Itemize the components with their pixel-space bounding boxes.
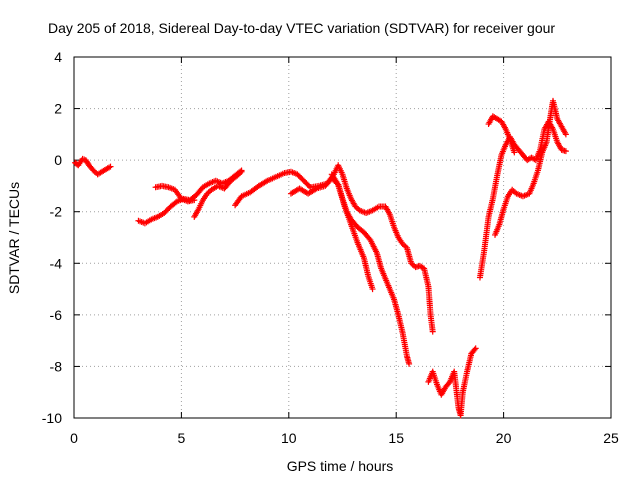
data-point (191, 197, 198, 204)
data-point (472, 345, 479, 352)
grid (74, 57, 611, 418)
y-tick-label: -8 (50, 358, 63, 374)
x-tick-label: 20 (496, 430, 512, 446)
y-tick-label: -10 (42, 410, 62, 426)
y-tick-label: 2 (54, 101, 62, 117)
x-tick-label: 10 (281, 430, 297, 446)
chart-title: Day 205 of 2018, Sidereal Day-to-day VTE… (48, 20, 555, 36)
plot-frame (73, 56, 612, 419)
y-tick-label: 4 (54, 49, 62, 65)
data-point (369, 286, 376, 293)
x-axis-label: GPS time / hours (287, 458, 394, 474)
data-point (406, 360, 413, 367)
data-point (238, 168, 245, 175)
y-tick-labels: -10 -8 -6 -4 -2 0 2 4 (42, 49, 62, 426)
data-point (429, 328, 436, 335)
x-tick-label: 25 (603, 430, 619, 446)
data-point (562, 148, 569, 155)
data-points (72, 97, 569, 419)
data-point (445, 380, 452, 387)
y-tick-label: -6 (50, 307, 63, 323)
x-tick-label: 5 (178, 430, 186, 446)
data-point (305, 182, 312, 189)
y-tick-label: 0 (54, 152, 62, 168)
x-tick-labels: 0 5 10 15 20 25 (70, 430, 619, 446)
x-tick-label: 15 (388, 430, 404, 446)
y-axis-label: SDTVAR / TECUs (6, 182, 22, 294)
data-point (511, 149, 518, 156)
data-point (107, 163, 114, 170)
y-tick-label: -2 (50, 204, 63, 220)
data-point (562, 131, 569, 138)
axis-ticks (73, 56, 612, 419)
y-tick-label: -4 (50, 255, 63, 271)
x-tick-label: 0 (70, 430, 78, 446)
data-point (471, 346, 478, 353)
